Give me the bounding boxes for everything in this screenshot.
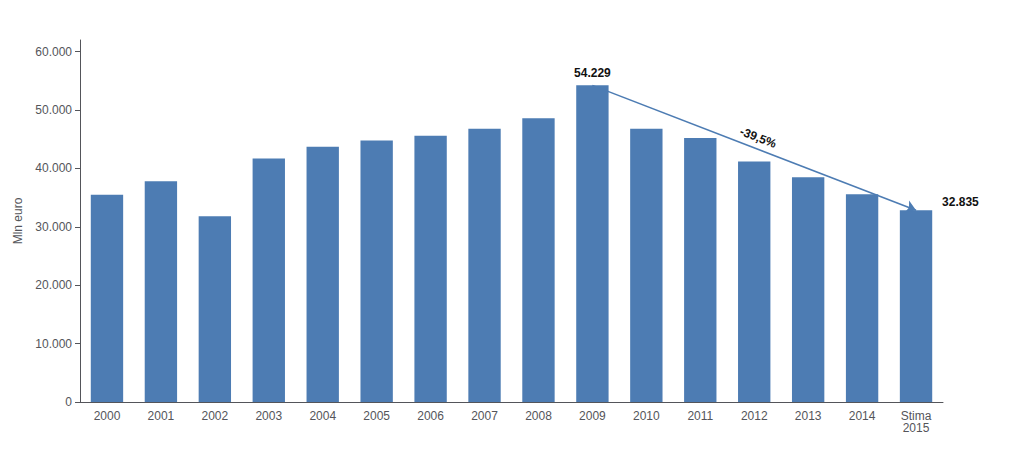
svg-text:0: 0 <box>65 395 72 409</box>
svg-text:2015: 2015 <box>903 421 930 435</box>
svg-text:2003: 2003 <box>255 409 282 423</box>
svg-text:2014: 2014 <box>849 409 876 423</box>
svg-text:Mln euro: Mln euro <box>11 197 25 244</box>
svg-text:2011: 2011 <box>687 409 713 423</box>
svg-text:2005: 2005 <box>363 409 390 423</box>
svg-text:2009: 2009 <box>579 409 606 423</box>
svg-text:30.000: 30.000 <box>35 220 72 234</box>
svg-text:40.000: 40.000 <box>35 161 72 175</box>
svg-text:50.000: 50.000 <box>35 103 72 117</box>
svg-text:10.000: 10.000 <box>35 337 72 351</box>
svg-text:2007: 2007 <box>471 409 498 423</box>
svg-text:2001: 2001 <box>148 409 175 423</box>
svg-text:54.229: 54.229 <box>574 66 611 80</box>
svg-text:20.000: 20.000 <box>35 278 72 292</box>
svg-text:32.835: 32.835 <box>942 195 979 209</box>
svg-text:2012: 2012 <box>741 409 768 423</box>
svg-text:2010: 2010 <box>633 409 660 423</box>
svg-text:Stima: Stima <box>900 409 932 423</box>
svg-text:2008: 2008 <box>525 409 552 423</box>
svg-text:60.000: 60.000 <box>35 45 72 59</box>
svg-text:2000: 2000 <box>94 409 121 423</box>
svg-text:2004: 2004 <box>309 409 336 423</box>
svg-text:2006: 2006 <box>417 409 444 423</box>
svg-text:2013: 2013 <box>795 409 822 423</box>
svg-text:2002: 2002 <box>201 409 228 423</box>
svg-text:-39,5%: -39,5% <box>738 124 779 151</box>
